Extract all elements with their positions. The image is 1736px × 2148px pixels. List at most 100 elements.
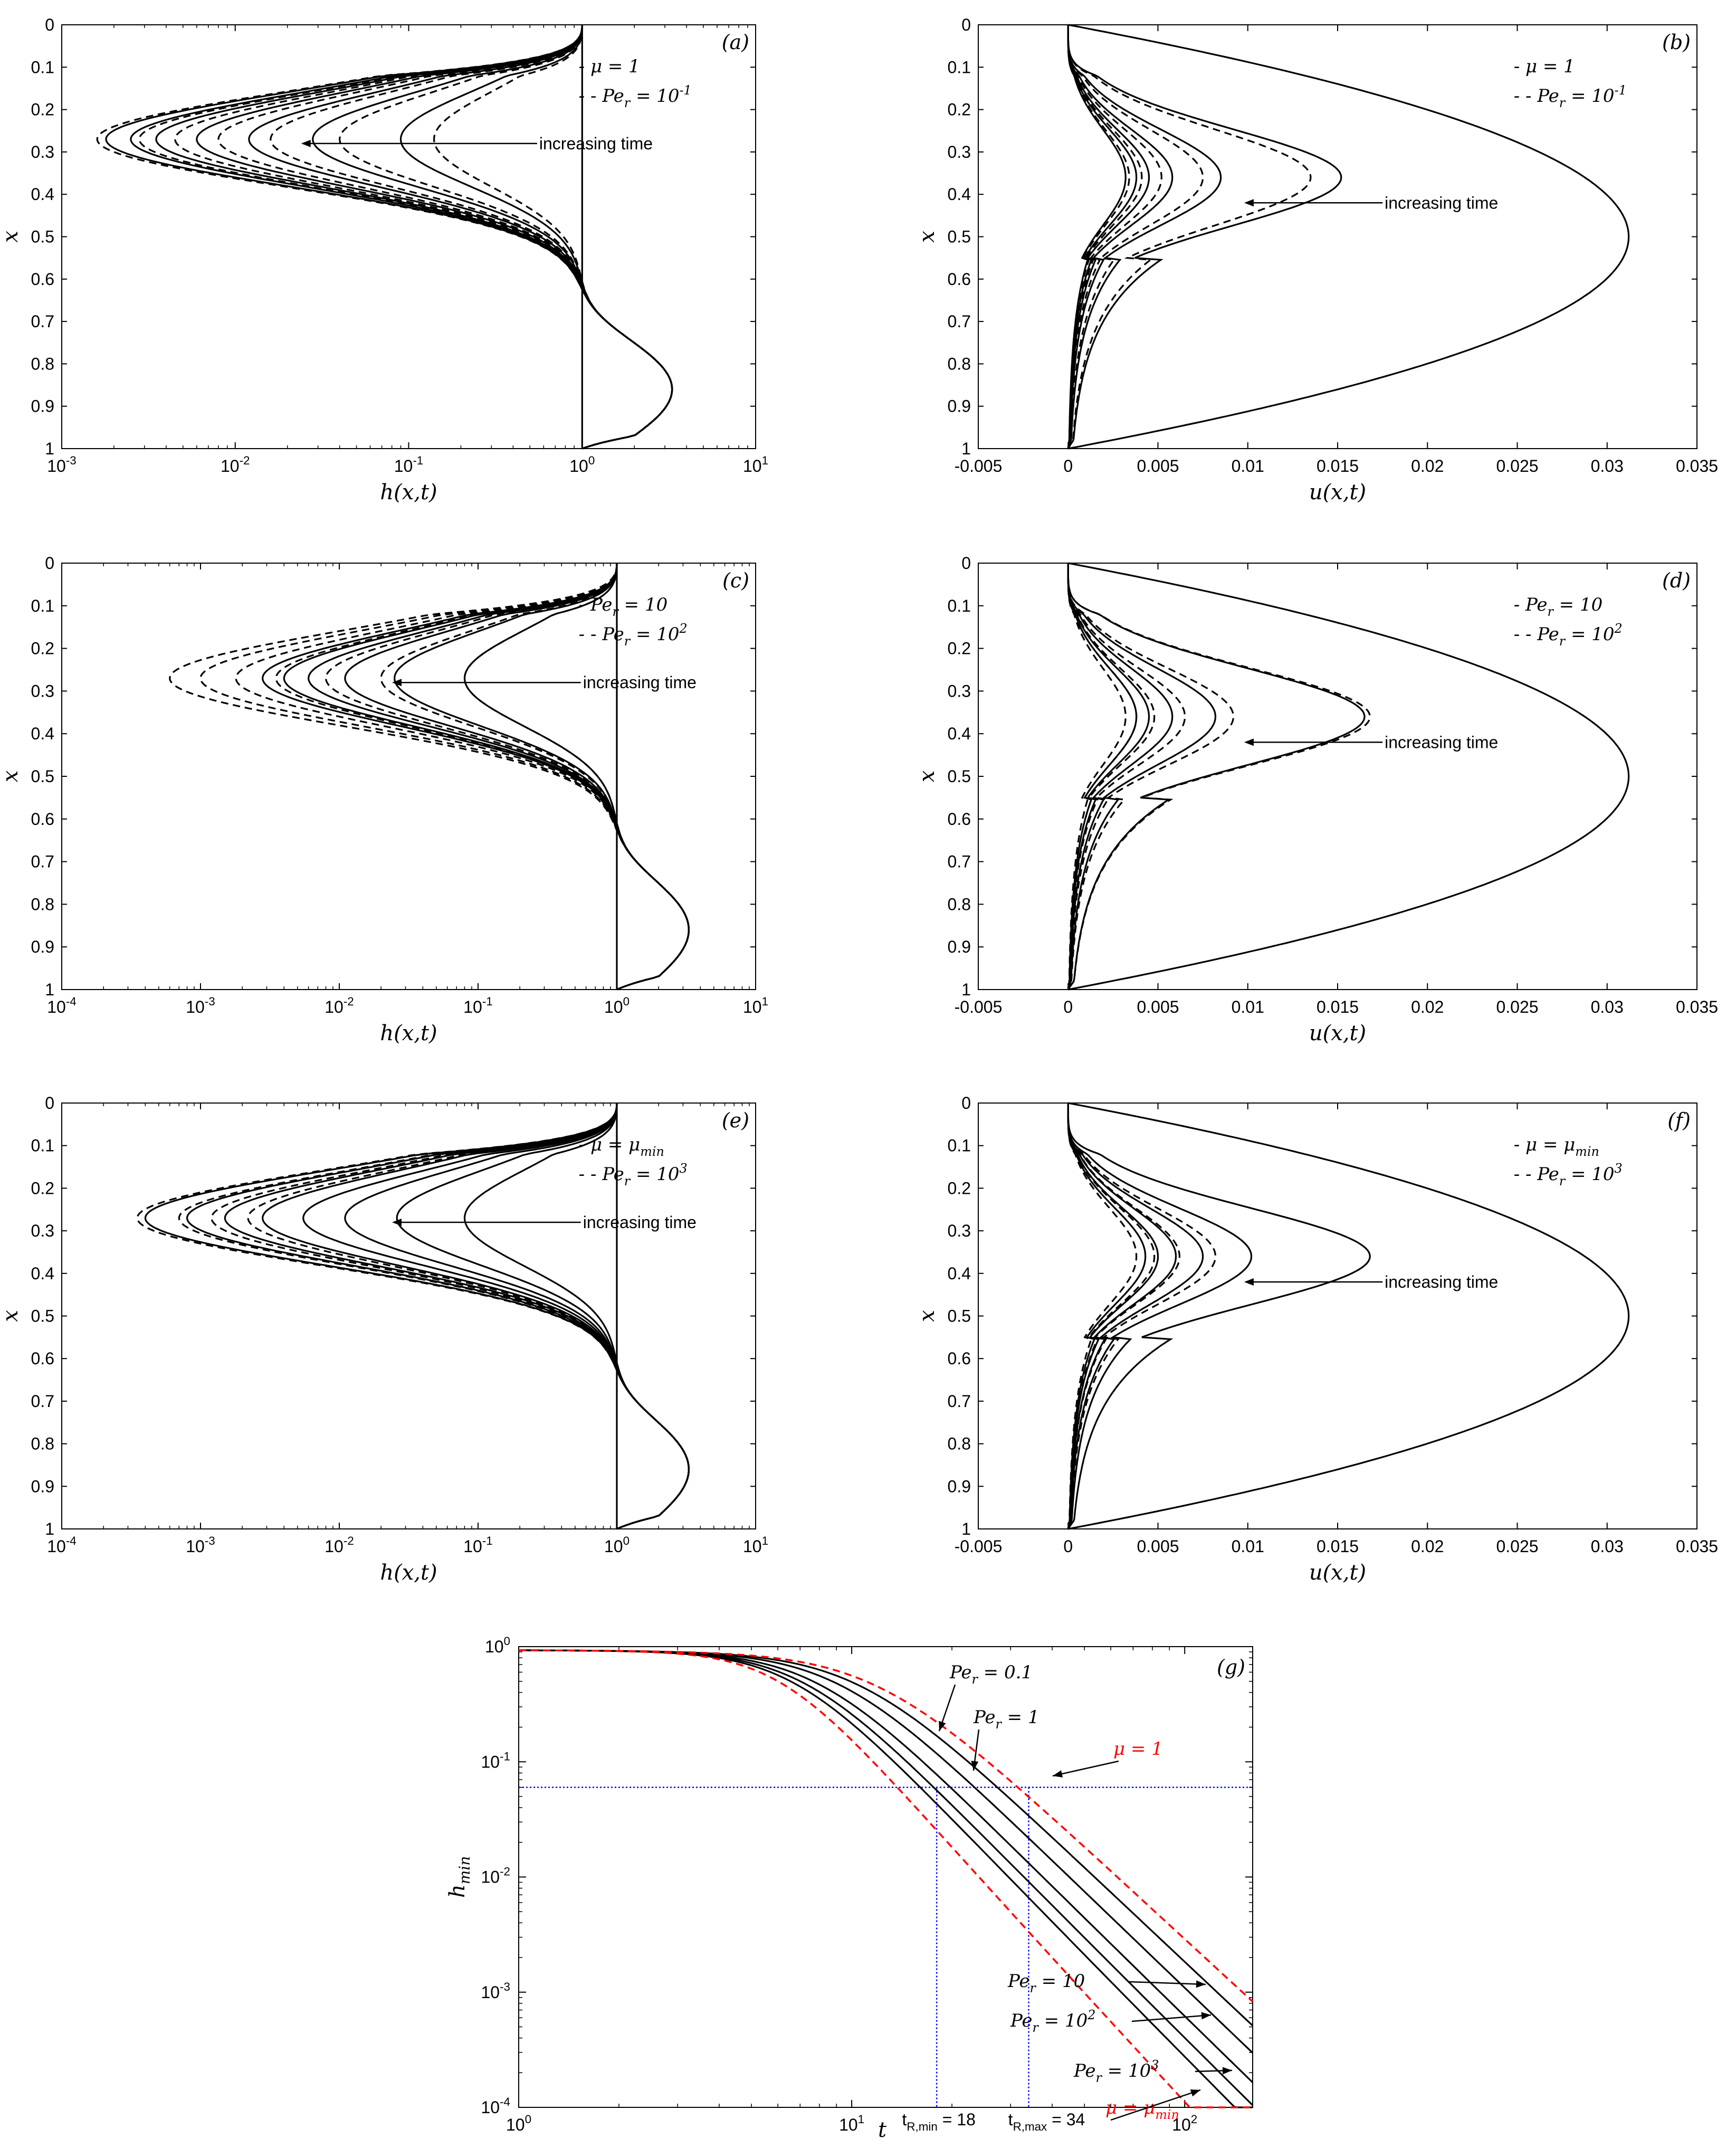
x-tick-label: 10-2 (325, 1534, 354, 1556)
y-tick-label: 10-3 (481, 1980, 510, 2002)
x-tick-label: 0.01 (1232, 997, 1264, 1016)
y-axis-label: x (0, 771, 23, 783)
hmin-curve (519, 1649, 1254, 2054)
x-tick-label: 0.03 (1591, 997, 1624, 1016)
y-tick-label: 0.7 (948, 1392, 971, 1411)
panel-label: (b) (1662, 31, 1691, 54)
hmin-curve (519, 1649, 1254, 2106)
y-tick-label: 0.8 (948, 354, 971, 373)
annotation-arrow-head (1244, 1278, 1254, 1286)
x-tick-label: 10-3 (186, 995, 215, 1016)
profile-curve-solid (1067, 563, 1366, 990)
y-tick-label: 0.7 (31, 1392, 54, 1411)
y-tick-label: 0.3 (948, 1221, 971, 1240)
profile-curve-dashed (199, 563, 690, 991)
x-tick-label: 0.015 (1317, 997, 1359, 1016)
annotation-text: increasing time (1385, 193, 1498, 212)
legend-entry: - - Per = 103 (1514, 1161, 1623, 1189)
profile-curve-solid (262, 563, 690, 991)
legend-entry: - - Per = 102 (1514, 621, 1623, 649)
panel-label: (d) (1662, 569, 1691, 592)
x-tick-label: 0 (1063, 1537, 1073, 1556)
y-tick-label: 0 (45, 554, 54, 573)
profile-curve-dashed (1067, 1103, 1217, 1529)
y-tick-label: 0.6 (31, 1349, 54, 1368)
y-tick-label: 0.6 (948, 1349, 971, 1368)
x-tick-label: 0.035 (1676, 997, 1718, 1016)
y-tick-label: 0 (45, 15, 54, 34)
y-tick-label: 0.6 (948, 810, 971, 829)
legend-entry: - μ = 1 (1514, 56, 1575, 77)
panel-label: (f) (1667, 1109, 1691, 1132)
y-tick-label: 0.7 (31, 852, 54, 871)
profile-curve-dashed (1067, 25, 1312, 449)
profile-curve-solid (1067, 562, 1630, 991)
x-axis-label: u(x,t) (1309, 1021, 1366, 1046)
profile-curve-dashed (1067, 563, 1235, 990)
profile-curve-solid (1067, 25, 1222, 449)
y-tick-label: 0.9 (31, 397, 54, 416)
x-tick-label: -0.005 (955, 1537, 1003, 1556)
annotation-text: increasing time (583, 1213, 697, 1232)
y-tick-label: 0.9 (948, 937, 971, 956)
tR-min-label: tR,min = 18 (902, 2110, 975, 2133)
x-tick-label: 0.005 (1137, 457, 1179, 476)
y-tick-label: 0 (961, 1094, 971, 1113)
profile-curve-solid (1067, 25, 1342, 449)
panel-b: 0 0.1 0.2 0.3 0.4 0.5 0.6 0.7 0.8 0.9 1-0.005 0 0.00… (915, 15, 1718, 505)
x-tick-label: 100 (569, 454, 595, 476)
y-tick-label: 0.5 (31, 1307, 54, 1326)
annotation-arrow-head (1244, 199, 1254, 207)
tR-max-label: tR,max = 34 (1008, 2110, 1085, 2133)
y-tick-label: 0.8 (948, 1434, 971, 1453)
y-tick-label: 0.2 (948, 639, 971, 658)
curve-label: Per = 1 (973, 1707, 1039, 1732)
curve-label: μ = 1 (1113, 1738, 1163, 1760)
profile-curve-dashed (1067, 25, 1204, 449)
x-tick-label: 10-3 (47, 454, 77, 476)
y-tick-label: 0.8 (31, 1434, 54, 1453)
y-tick-label: 0 (961, 15, 971, 34)
y-tick-label: 0.3 (31, 681, 54, 700)
y-tick-label: 1 (961, 980, 971, 999)
legend-entry: - μ = 1 (579, 56, 640, 77)
profile-curve-solid (283, 563, 690, 991)
x-tick-label: 101 (743, 454, 768, 476)
profile-curve-dashed (1067, 1103, 1156, 1529)
profile-curve-dashed (136, 1102, 690, 1530)
x-tick-label: 10-1 (463, 1534, 493, 1556)
x-tick-label: 0.025 (1496, 997, 1538, 1016)
x-tick-label: 101 (743, 1534, 768, 1556)
profile-curve-dashed (96, 24, 673, 450)
legend-entry: - Per = 10 (1514, 594, 1603, 619)
y-tick-label: 0.6 (948, 270, 971, 289)
y-tick-label: 0.2 (31, 639, 54, 658)
x-tick-label: -0.005 (955, 997, 1003, 1016)
profile-curve-dashed (1067, 563, 1156, 990)
panel-label: (a) (722, 31, 749, 54)
profile-curve-solid (262, 1102, 690, 1530)
x-tick-label: 0.025 (1496, 457, 1538, 476)
legend-entry: - - Per = 10-1 (579, 83, 692, 110)
profile-curve-dashed (463, 563, 690, 991)
profile-curve-solid (1067, 25, 1174, 449)
curve-label: Per = 10 (1007, 1971, 1085, 1995)
panel-a: 0 0.1 0.2 0.3 0.4 0.5 0.6 0.7 0.8 0.9 110-3 10-2 10-… (0, 15, 768, 505)
curve-label-arrowhead (971, 1761, 979, 1771)
panel-d: 0 0.1 0.2 0.3 0.4 0.5 0.6 0.7 0.8 0.9 1-0.005 0 0.00… (915, 554, 1718, 1046)
x-tick-label: 0.015 (1317, 1537, 1359, 1556)
x-tick-label: 10-1 (394, 454, 424, 476)
y-tick-label: 0.3 (948, 681, 971, 700)
panel-f: 0 0.1 0.2 0.3 0.4 0.5 0.6 0.7 0.8 0.9 1-0.005 0 0.00… (915, 1094, 1718, 1585)
y-axis-label: x (915, 771, 939, 783)
y-tick-label: 0.9 (31, 1477, 54, 1496)
x-axis-label: u(x,t) (1309, 480, 1366, 505)
profile-curve-dashed (1067, 563, 1371, 990)
x-tick-label: 0.02 (1411, 1537, 1444, 1556)
annotation-text: increasing time (1385, 1272, 1498, 1291)
annotation-arrow-head (392, 679, 402, 687)
profile-curve-solid (1067, 1103, 1204, 1529)
y-tick-label: 0.6 (31, 810, 54, 829)
y-tick-label: 0.2 (31, 1178, 54, 1197)
panel-frame (518, 1646, 1253, 2108)
